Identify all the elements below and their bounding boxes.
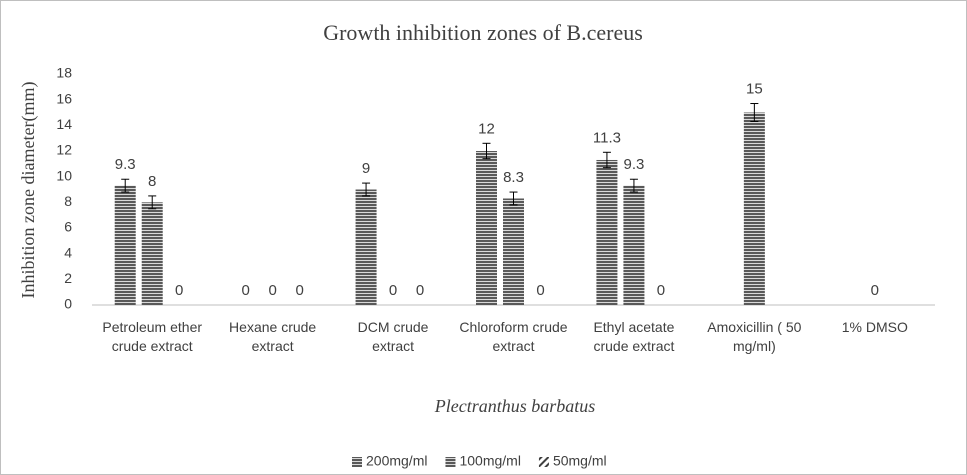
data-label: 0 bbox=[416, 282, 424, 299]
y-tick-label: 4 bbox=[64, 244, 72, 260]
bar bbox=[476, 151, 497, 305]
y-tick-label: 10 bbox=[56, 167, 72, 183]
data-label: 0 bbox=[536, 282, 544, 299]
bar bbox=[114, 185, 136, 305]
data-label: 15 bbox=[746, 80, 763, 97]
error-bar bbox=[750, 103, 759, 122]
x-tick-label: Chloroform crude extract bbox=[459, 319, 567, 354]
error-bar bbox=[602, 151, 611, 169]
bar bbox=[503, 198, 524, 305]
error-bar bbox=[629, 178, 638, 193]
x-tick-label: Amoxicillin ( 50 mg/ml) bbox=[707, 319, 801, 354]
data-label: 0 bbox=[871, 282, 879, 299]
x-tick-line: crude extract bbox=[112, 338, 193, 354]
data-label: 9.3 bbox=[623, 156, 644, 173]
x-tick-label: Ethyl acetate crude extract bbox=[593, 319, 674, 354]
legend-swatch bbox=[538, 457, 549, 467]
x-tick-line: Petroleum ether bbox=[102, 319, 202, 335]
data-label: 9 bbox=[362, 160, 370, 177]
bar bbox=[743, 112, 765, 305]
error-bar bbox=[148, 195, 157, 210]
x-tick-label: Hexane crude extract bbox=[229, 319, 316, 354]
y-tick-label: 16 bbox=[56, 90, 72, 106]
legend-label: 100mg/ml bbox=[459, 453, 520, 469]
x-axis-label: Plectranthus barbatus bbox=[434, 396, 596, 416]
data-label: 0 bbox=[241, 282, 249, 299]
data-label: 8.3 bbox=[503, 169, 524, 186]
y-tick-label: 18 bbox=[56, 65, 72, 81]
x-tick-line: extract bbox=[252, 338, 294, 354]
x-tick-label: DCM crude extract bbox=[358, 319, 429, 354]
y-tick-label: 14 bbox=[56, 116, 72, 132]
error-bar bbox=[121, 178, 130, 193]
x-tick-label: Petroleum ether crude extract bbox=[102, 319, 202, 354]
legend-swatch bbox=[352, 457, 362, 467]
data-label: 0 bbox=[295, 282, 303, 299]
x-tick-line: crude extract bbox=[593, 338, 674, 354]
y-tick-label: 6 bbox=[64, 219, 72, 235]
x-tick-line: DCM crude bbox=[358, 319, 429, 335]
data-label: 9.3 bbox=[115, 156, 136, 173]
legend-label: 50mg/ml bbox=[553, 453, 607, 469]
error-bar bbox=[509, 191, 518, 206]
y-axis-label: Inhibition zone diameter(mm) bbox=[18, 82, 39, 299]
data-label: 0 bbox=[268, 282, 276, 299]
data-label: 0 bbox=[657, 282, 665, 299]
legend-swatch bbox=[445, 457, 456, 467]
x-tick-line: Ethyl acetate bbox=[593, 319, 674, 335]
x-tick-line: Hexane crude bbox=[229, 319, 316, 335]
x-tick-line: extract bbox=[372, 338, 414, 354]
error-bar bbox=[362, 182, 371, 197]
x-tick-line: extract bbox=[492, 338, 534, 354]
error-bar bbox=[482, 142, 491, 160]
x-tick-line: Amoxicillin ( 50 bbox=[707, 319, 801, 335]
data-label: 0 bbox=[389, 282, 397, 299]
x-tick-label: 1% DMSO bbox=[842, 319, 908, 335]
data-label: 8 bbox=[148, 173, 156, 190]
bar bbox=[596, 159, 618, 305]
y-tick-label: 8 bbox=[64, 193, 72, 209]
data-label: 11.3 bbox=[593, 129, 621, 146]
bar bbox=[141, 202, 163, 305]
y-tick-label: 2 bbox=[64, 270, 72, 286]
x-tick-line: Chloroform crude bbox=[459, 319, 567, 335]
data-label: 12 bbox=[478, 120, 495, 137]
bar bbox=[623, 185, 645, 305]
x-tick-line: 1% DMSO bbox=[842, 319, 908, 335]
legend-label: 200mg/ml bbox=[366, 453, 427, 469]
data-label: 0 bbox=[175, 282, 183, 299]
y-tick-label: 0 bbox=[64, 296, 72, 312]
y-tick-label: 12 bbox=[56, 142, 72, 158]
chart-title: Growth inhibition zones of B.cereus bbox=[323, 20, 643, 45]
x-tick-line: mg/ml) bbox=[733, 338, 776, 354]
bar bbox=[355, 189, 377, 305]
